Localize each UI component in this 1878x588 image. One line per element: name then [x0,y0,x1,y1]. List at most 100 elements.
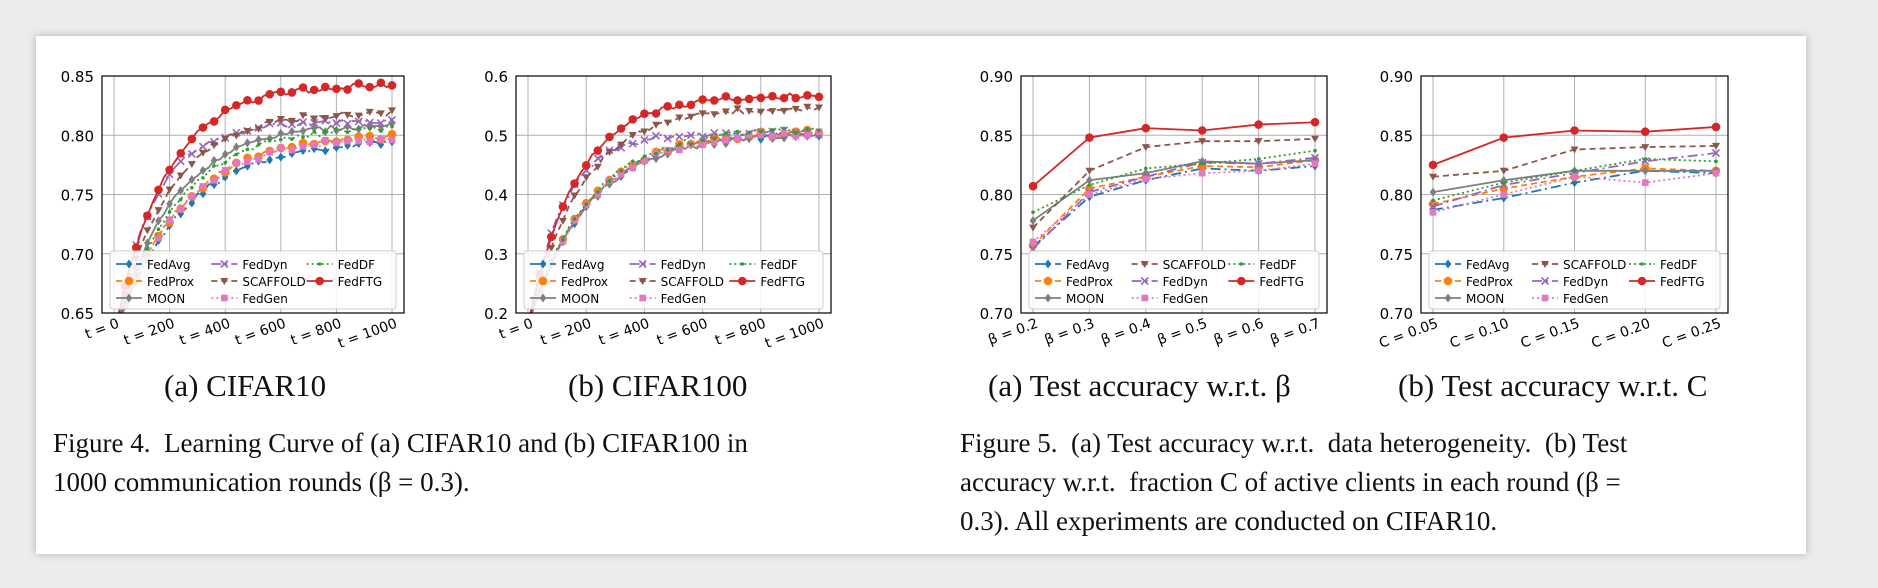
fedftg-marker [663,101,672,111]
x-tick-label: C = 0.15 [1519,316,1582,352]
scaffold-marker [354,112,363,120]
fedftg-marker [1028,181,1038,191]
scaffold-marker [343,111,352,119]
scaffold-marker [675,114,684,122]
fedavg-marker [221,172,229,182]
feddf-marker [156,227,161,231]
feddyn-marker [365,118,374,127]
fedftg-marker [721,92,731,101]
legend-label: MOON [1466,292,1504,306]
feddyn-marker [640,135,649,144]
fedgen-marker [277,144,285,151]
series-fedftg [1028,117,1320,191]
fedgen-marker [210,177,218,184]
scaffold-marker [1641,144,1650,152]
feddf-marker [607,179,612,183]
caption-line: Figure 4. Learning Curve of (a) CIFAR10 … [53,428,748,458]
series-line [1032,162,1316,243]
fedgen-marker [188,193,196,201]
x-tick-label: t = 200 [122,316,177,349]
fedftg-marker [220,105,230,115]
fedgen-marker [734,135,741,142]
fedavg-marker [233,166,240,176]
feddf-marker [782,126,786,131]
scaffold-marker [652,121,661,129]
feddf-marker [712,136,717,141]
legend-label: FedDF [1259,258,1296,272]
fedavg-marker [210,179,218,189]
feddf-marker [805,127,810,131]
y-tick-label: 0.5 [484,127,508,145]
scaffold-marker [686,113,695,121]
scaffold-marker [582,174,591,182]
caption-line: accuracy w.r.t. fraction C of active cli… [960,467,1621,497]
feddf-marker [572,217,577,221]
fedftg-marker [298,83,308,92]
scaffold-marker [332,113,341,121]
scaffold-marker [663,119,672,127]
fedgen-marker [1311,160,1319,167]
fedavg-marker [1444,259,1452,269]
y-tick-label: 0.80 [1380,187,1413,205]
fedavg-marker [1044,259,1052,269]
moon-marker [1029,216,1037,226]
x-tick-label: t = 1000 [763,316,826,352]
fedgen-marker [1142,175,1150,183]
fedgen-marker [377,135,385,143]
legend-label: SCAFFOLD [1563,258,1626,272]
moon-marker [188,175,196,185]
feddf-marker [561,237,565,242]
legend: FedAvg FedProx MOON FedDyn SCAFFOLD FedGen Fed… [523,250,824,310]
fedftg-marker [803,91,812,100]
fedgen-marker [1429,208,1437,216]
feddf-marker [323,129,328,133]
fedftg-marker [709,96,719,105]
fedgen-marker [1712,169,1720,177]
legend-label: SCAFFOLD [1163,258,1226,272]
feddyn-marker [686,131,696,140]
scaffold-marker [276,116,285,124]
feddf-marker [367,126,372,131]
scaffold-marker [254,125,263,133]
fedftg-marker [343,85,352,94]
feddyn-marker [343,119,352,128]
moon-marker [255,135,262,145]
fedftg-marker [1141,123,1151,133]
legend-label: FedFTG [338,275,383,289]
fedgen-marker [1571,173,1578,181]
moon-marker [1086,175,1093,185]
fedftg-marker [768,91,777,101]
subcaption-beta: (a) Test accuracy w.r.t. β [988,368,1291,403]
series-line [530,127,820,313]
scaffold-marker [593,163,602,171]
fedgen-marker [1198,169,1206,177]
feddf-marker [724,131,728,136]
feddyn-marker [298,118,308,127]
feddf-marker [356,126,361,131]
feddf-marker [1256,157,1261,161]
fedprox-marker [1043,276,1053,286]
fedftg-marker [1637,276,1647,286]
caption-line: Figure 5. (a) Test accuracy w.r.t. data … [960,428,1628,458]
fedftg-marker [616,124,626,133]
moon-marker [1044,293,1052,303]
feddf-marker [654,151,658,156]
fedftg-marker [698,95,707,104]
scaffold-marker [803,103,812,111]
fedftg-marker [287,88,297,97]
legend-label: FedFTG [1660,275,1705,289]
moon-marker [344,121,351,131]
scaffold-marker [176,172,185,180]
fedavg-marker [244,161,251,171]
x-tick-label: β = 0.3 [1043,316,1097,349]
fedavg-marker [321,146,329,156]
series-scaffold [1429,142,1720,181]
fedftg-marker [1640,127,1650,136]
y-tick-label: 0.85 [980,127,1013,145]
feddf-marker [700,138,705,143]
legend-label: FedGen [1163,292,1209,306]
feddyn-marker [1540,276,1550,286]
fedftg-marker [209,117,219,126]
